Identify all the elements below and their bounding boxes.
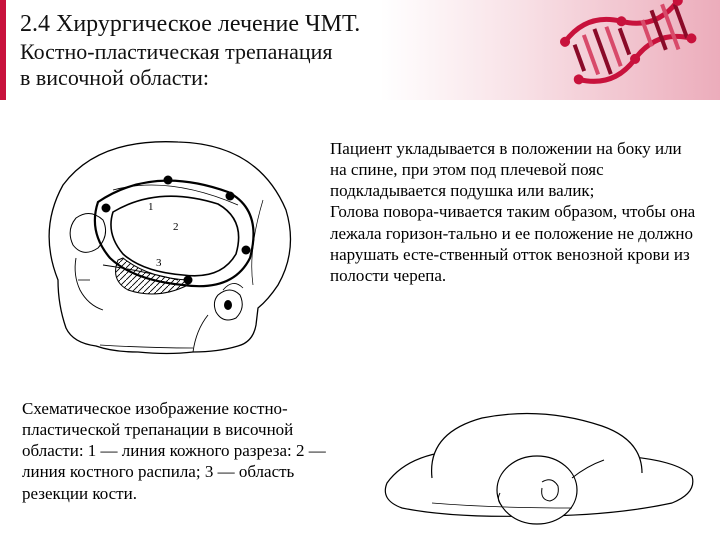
patient-position-diagram (372, 378, 702, 528)
accent-bar (0, 0, 6, 100)
diagram-caption: Схематическое изображение костно-пластич… (22, 398, 352, 504)
right-paragraph-2: Голова повора-чивается таким образом, чт… (330, 201, 700, 286)
slide-header: 2.4 Хирургическое лечение ЧМТ. Костно-пл… (0, 0, 720, 100)
right-text-block: Пациент укладывается в положении на боку… (330, 138, 700, 287)
skull-label-2: 2 (173, 221, 179, 233)
slide-content: 1 2 3 Пациент укладывается в положении н… (0, 100, 720, 536)
skull-diagram: 1 2 3 (18, 130, 318, 370)
skull-label-1: 1 (148, 201, 154, 213)
dna-decoration-icon (560, 0, 710, 90)
skull-label-3: 3 (156, 257, 162, 269)
right-paragraph-1: Пациент укладывается в положении на боку… (330, 138, 700, 202)
